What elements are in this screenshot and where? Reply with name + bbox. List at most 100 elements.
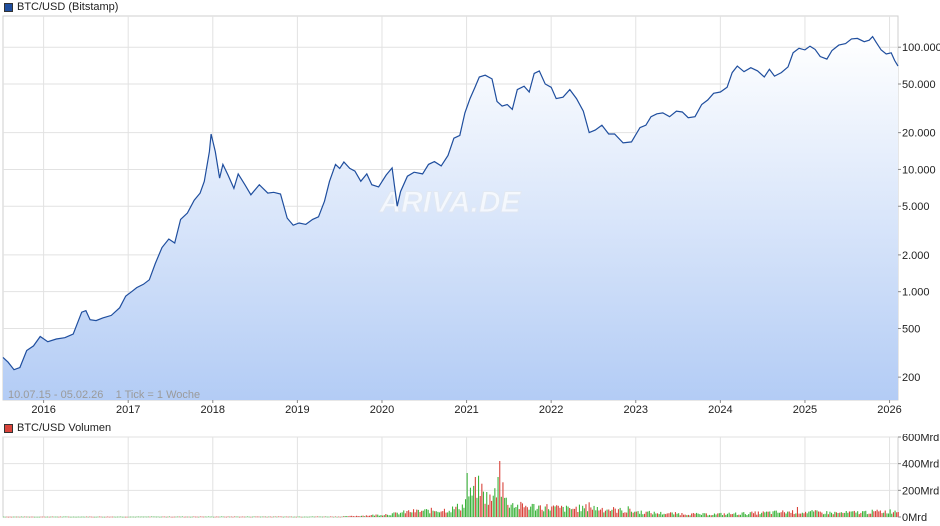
volume-bar	[578, 504, 580, 517]
volume-bar	[835, 512, 837, 517]
volume-bar	[382, 515, 384, 517]
price-x-tick-label: 2019	[285, 404, 309, 416]
volume-bar	[492, 495, 494, 517]
volume-bar	[248, 516, 250, 518]
volume-bar	[318, 516, 320, 518]
volume-bar	[661, 514, 663, 517]
volume-bar	[884, 510, 886, 517]
volume-y-tick-label: 600Mrd	[902, 434, 939, 444]
volume-bar	[357, 516, 359, 517]
volume-bar	[203, 516, 205, 518]
volume-bar	[533, 504, 535, 517]
volume-bar	[487, 504, 489, 517]
volume-bar	[471, 495, 473, 517]
volume-bar	[793, 514, 795, 517]
volume-bar	[245, 516, 247, 518]
volume-bar	[769, 511, 771, 517]
volume-bar	[834, 511, 836, 517]
volume-bar	[741, 512, 743, 517]
volume-bar	[583, 508, 585, 517]
volume-bar	[7, 516, 9, 518]
volume-bar	[356, 515, 358, 517]
volume-bar	[17, 516, 19, 518]
volume-bar	[891, 513, 893, 517]
watermark: ARIVA.DE	[378, 186, 521, 219]
volume-bar	[333, 516, 335, 518]
volume-bar	[59, 516, 61, 518]
volume-bar	[269, 516, 271, 518]
volume-bar	[783, 512, 785, 517]
volume-bar	[637, 511, 639, 517]
volume-bar	[676, 513, 678, 517]
volume-bar	[561, 505, 563, 517]
volume-bar	[530, 506, 532, 517]
volume-bar	[180, 516, 182, 518]
volume-bar	[598, 510, 600, 517]
volume-bar	[131, 516, 133, 518]
volume-bar	[569, 508, 571, 517]
volume-bar	[608, 509, 610, 517]
volume-bar	[634, 511, 636, 517]
volume-bar	[528, 509, 530, 517]
volume-bar	[232, 516, 234, 518]
volume-bar	[79, 516, 81, 518]
volume-bar	[687, 514, 689, 517]
volume-bar	[230, 516, 232, 518]
volume-bar	[172, 516, 174, 518]
volume-bar	[74, 516, 76, 518]
volume-bar	[725, 514, 727, 517]
volume-bar	[313, 516, 315, 518]
volume-bar	[535, 510, 537, 517]
volume-bar	[64, 516, 66, 518]
price-y-tick-label: 2.000	[902, 250, 930, 262]
volume-bar	[393, 512, 395, 517]
volume-bar	[261, 516, 263, 518]
price-y-tick-label: 100.000	[902, 42, 940, 54]
volume-bar	[71, 516, 73, 518]
volume-bar	[852, 511, 854, 517]
volume-bar	[593, 505, 595, 517]
volume-bar	[40, 516, 42, 518]
volume-bar	[81, 516, 83, 518]
volume-bar	[320, 516, 322, 518]
volume-bar	[419, 512, 421, 517]
volume-bar	[635, 511, 637, 517]
volume-bar	[548, 509, 550, 517]
volume-bar	[222, 516, 224, 518]
price-x-tick-label: 2023	[624, 404, 648, 416]
volume-bar	[753, 513, 755, 517]
volume-bar	[247, 516, 249, 518]
price-x-tick-label: 2021	[454, 404, 478, 416]
volume-bar	[300, 516, 302, 518]
price-y-tick-label: 1.000	[902, 287, 930, 299]
volume-bar	[178, 516, 180, 518]
volume-bar	[255, 516, 257, 518]
volume-bar	[68, 516, 70, 518]
volume-bar	[208, 516, 210, 518]
volume-bar	[403, 510, 405, 517]
volume-bar	[305, 516, 307, 518]
volume-bar	[655, 513, 657, 517]
volume-bar	[66, 516, 68, 518]
volume-bar	[136, 516, 138, 518]
volume-bar	[539, 505, 541, 517]
volume-bar	[439, 512, 441, 517]
volume-bar	[642, 514, 644, 517]
volume-bar	[495, 497, 497, 517]
volume-bar	[445, 512, 447, 517]
volume-bar	[299, 516, 301, 518]
volume-bar	[728, 512, 730, 517]
volume-bar	[600, 509, 602, 517]
volume-bar	[173, 516, 175, 518]
volume-bar	[474, 477, 476, 517]
volume-bar	[120, 516, 122, 518]
volume-bar	[619, 507, 621, 517]
volume-bar	[873, 511, 875, 517]
volume-bar	[767, 511, 769, 517]
volume-bar	[281, 516, 283, 518]
volume-bar	[564, 511, 566, 517]
volume-bar	[648, 510, 650, 517]
volume-bar	[862, 511, 864, 517]
volume-bar	[217, 516, 219, 518]
volume-bar	[164, 516, 166, 518]
